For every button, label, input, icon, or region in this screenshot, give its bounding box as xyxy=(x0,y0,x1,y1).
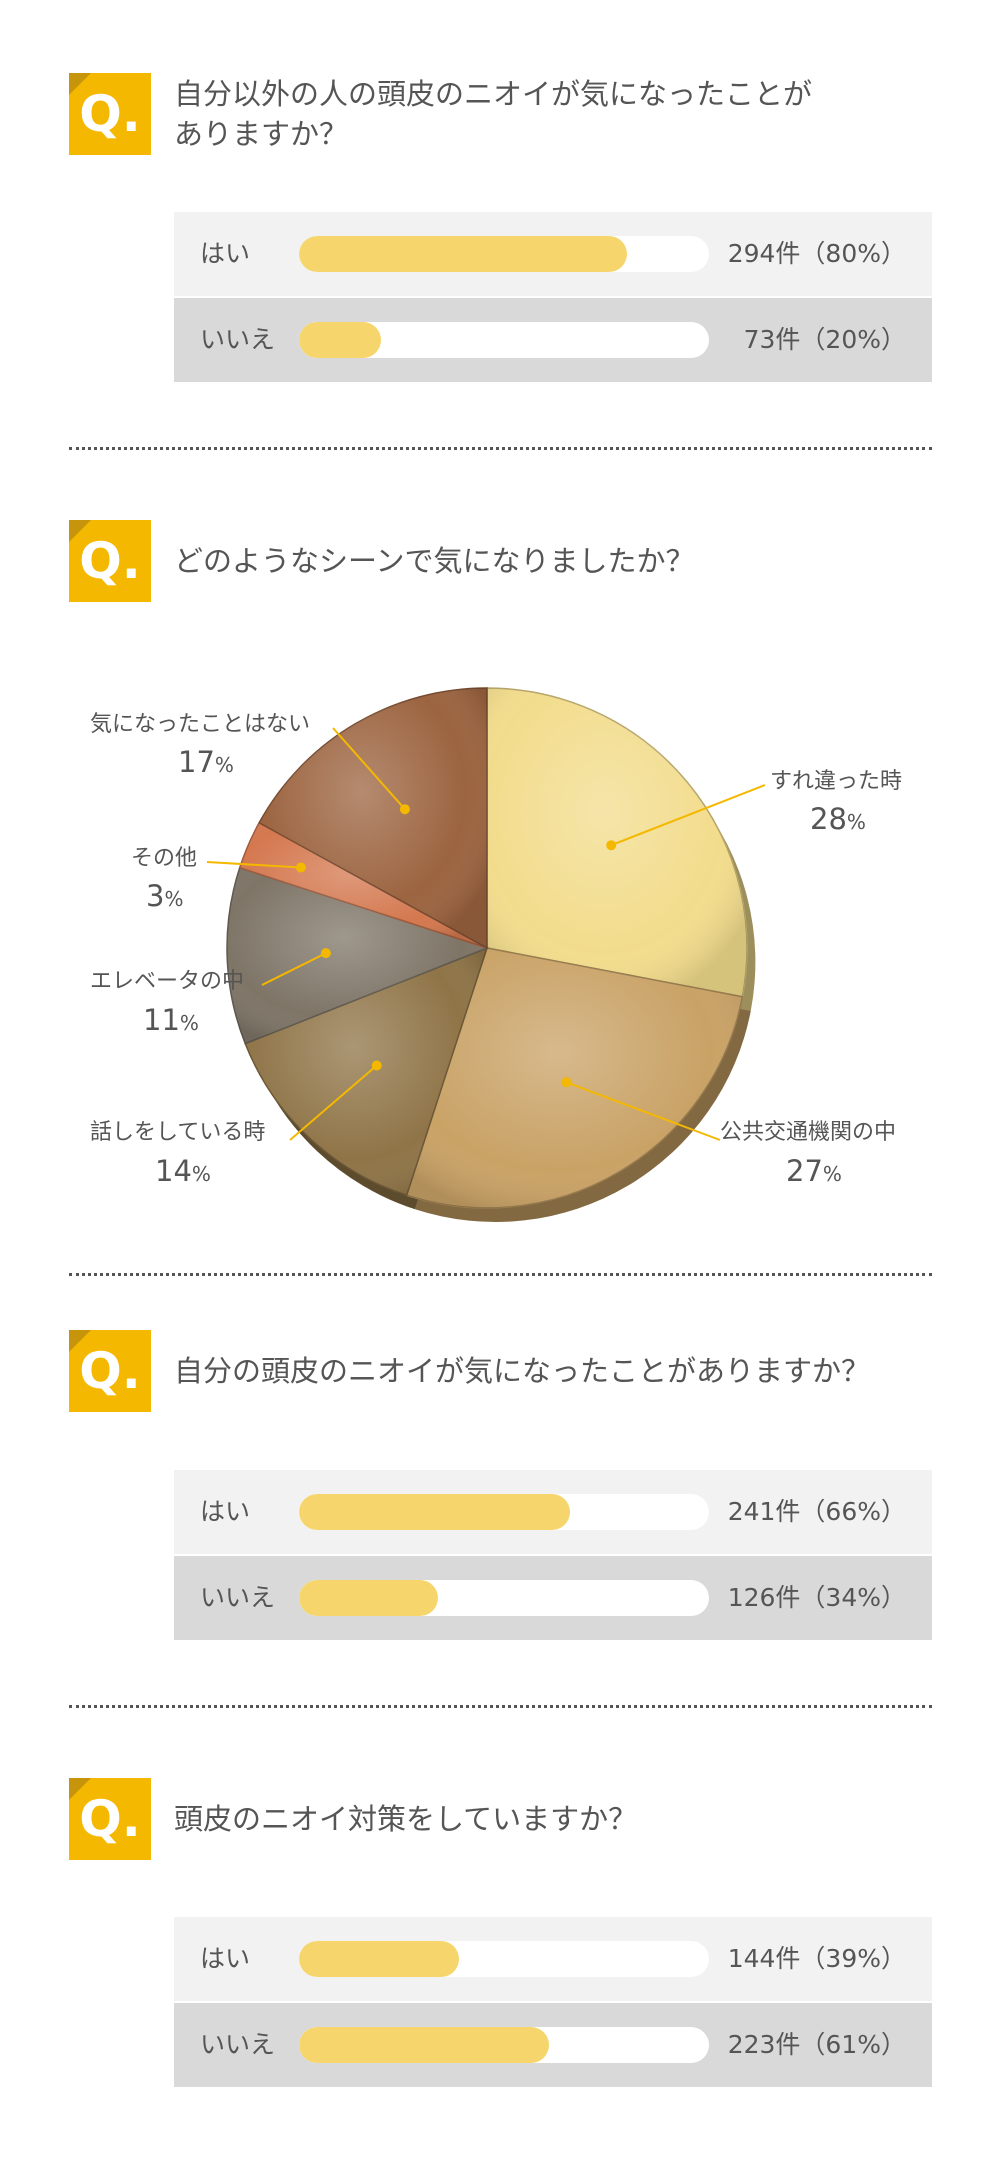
answer-bar-fill xyxy=(299,1580,439,1616)
pie-pct-2: 14% xyxy=(155,1154,211,1188)
answer-bar-track xyxy=(299,322,709,358)
answer-bar-track xyxy=(299,1494,709,1530)
pie-label-0: すれ違った時 xyxy=(770,769,903,794)
question-3-answer-yes: はい 241件（66%） xyxy=(174,1470,932,1554)
answer-label: いいえ xyxy=(200,325,276,354)
pie-leader-line-4 xyxy=(206,861,301,869)
q-badge-icon: Q. xyxy=(69,1778,151,1860)
pie-label-1: 公共交通機関の中 xyxy=(720,1120,897,1145)
section-divider xyxy=(69,447,932,450)
q-badge-icon: Q. xyxy=(69,520,151,602)
question-2-title: どのようなシーンで気になりましたか？ xyxy=(174,544,695,578)
answer-bar-fill xyxy=(299,2027,550,2063)
question-1-answer-yes: はい 294件（80%） xyxy=(174,212,932,296)
answer-bar-track xyxy=(299,236,709,272)
question-3-answer-no: いいえ 126件（34%） xyxy=(174,1556,932,1640)
answer-bar-fill xyxy=(299,322,381,358)
answer-label: はい xyxy=(200,1497,251,1526)
pie-leader-line-5 xyxy=(332,727,406,810)
answer-label: はい xyxy=(200,239,251,268)
pie-leader-dot-4 xyxy=(295,862,306,873)
pie-slice-shading-1 xyxy=(406,948,743,1208)
q-badge-icon: Q. xyxy=(69,73,151,155)
pie-label-3: エレベータの中 xyxy=(90,969,245,994)
answer-value: 223件（61%） xyxy=(727,2030,906,2059)
q-badge-letter: Q. xyxy=(79,85,141,143)
pie-leader-line-2 xyxy=(289,1064,378,1141)
q-badge-letter: Q. xyxy=(79,1790,141,1848)
pie-leader-dot-5 xyxy=(399,804,410,815)
answer-bar-track xyxy=(299,1941,709,1977)
q-badge-icon: Q. xyxy=(69,1330,151,1412)
question-4-answer-no: いいえ 223件（61%） xyxy=(174,2003,932,2087)
pie-leader-dot-0 xyxy=(606,840,617,851)
answer-value: 241件（66%） xyxy=(727,1497,906,1526)
pie-pct-1: 27% xyxy=(786,1154,842,1188)
pie-leader-line-3 xyxy=(261,952,327,986)
q-badge-letter: Q. xyxy=(79,1342,141,1400)
pie-label-2: 話しをしている時 xyxy=(90,1120,266,1145)
pie-slice-shading-2 xyxy=(245,948,487,1196)
answer-label: いいえ xyxy=(200,2030,276,2059)
question-1-title: 自分以外の人の頭皮のニオイが気になったことが ありますか？ xyxy=(174,77,813,151)
answer-label: いいえ xyxy=(200,1583,276,1612)
pie-leader-line-1 xyxy=(566,1081,721,1141)
answer-value: 144件（39%） xyxy=(727,1944,906,1973)
q-badge-letter: Q. xyxy=(79,532,141,590)
answer-value: 294件（80%） xyxy=(727,239,906,268)
answer-bar-fill xyxy=(299,236,627,272)
question-4-answer-yes: はい 144件（39%） xyxy=(174,1917,932,2001)
pie-chart xyxy=(206,687,766,1222)
pie-slice-shading-5 xyxy=(259,688,487,948)
pie-slice-shading-4 xyxy=(239,822,487,948)
pie-pct-5: 17% xyxy=(178,745,234,779)
answer-value: 73件（20%） xyxy=(743,325,906,354)
pie-leader-line-0 xyxy=(610,784,766,847)
answer-bar-fill xyxy=(299,1494,570,1530)
pie-leaders-layer xyxy=(206,727,766,1141)
answer-label: はい xyxy=(200,1944,251,1973)
pie-label-4: その他 xyxy=(131,846,198,871)
question-1-answer-no: いいえ 73件（20%） xyxy=(174,298,932,382)
section-divider xyxy=(69,1273,932,1276)
pie-pct-0: 28% xyxy=(810,802,866,836)
answer-value: 126件（34%） xyxy=(727,1583,906,1612)
pie-pct-3: 11% xyxy=(143,1003,199,1037)
section-divider xyxy=(69,1705,932,1708)
pie-slices-layer xyxy=(226,687,748,1209)
answer-bar-track xyxy=(299,1580,709,1616)
pie-leader-dot-2 xyxy=(371,1060,382,1071)
answer-bar-track xyxy=(299,2027,709,2063)
pie-pct-4: 3% xyxy=(146,879,184,913)
question-3-title: 自分の頭皮のニオイが気になったことがありますか？ xyxy=(174,1354,871,1388)
pie-leader-dot-1 xyxy=(561,1077,572,1088)
pie-slice-shading-3 xyxy=(227,867,487,1044)
pie-label-5: 気になったことはない xyxy=(90,712,311,737)
answer-bar-fill xyxy=(299,1941,459,1977)
question-4-title: 頭皮のニオイ対策をしていますか？ xyxy=(174,1802,638,1836)
pie-leader-dot-3 xyxy=(320,948,331,959)
